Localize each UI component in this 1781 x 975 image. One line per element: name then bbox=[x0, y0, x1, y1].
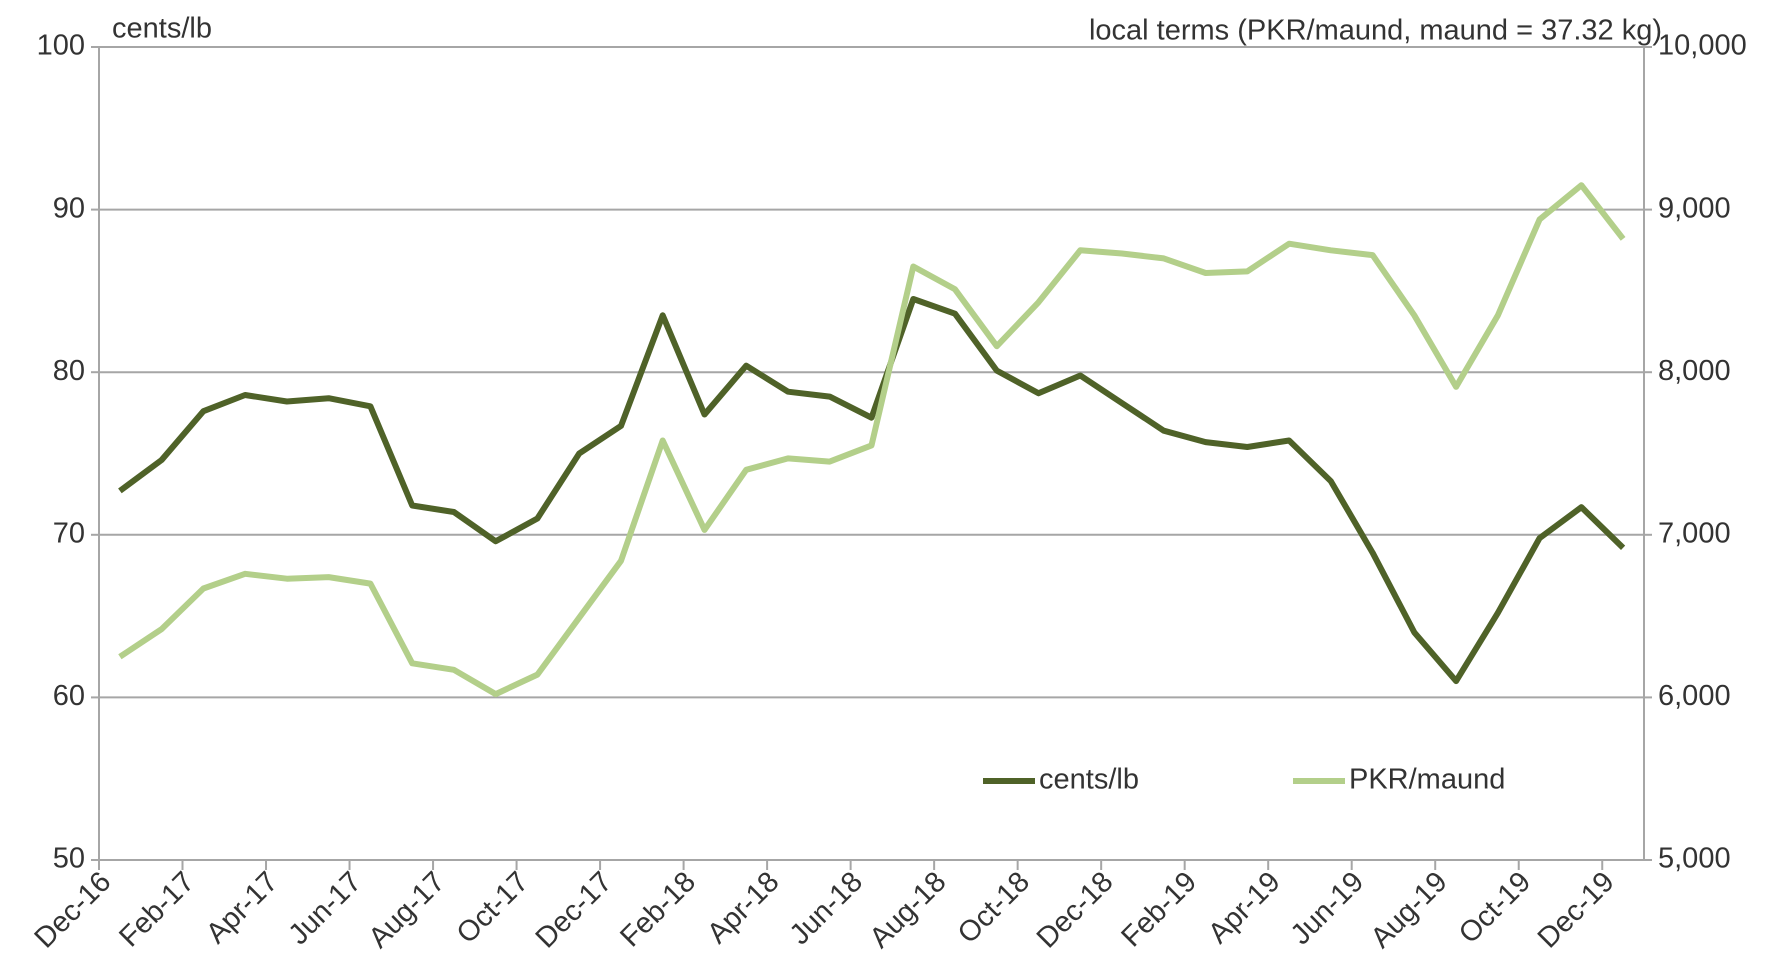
y-tick-label: 50 bbox=[53, 843, 85, 875]
x-tick-label: Dec-19 bbox=[1532, 866, 1621, 955]
y-tick-label: 90 bbox=[53, 192, 85, 224]
x-tick-label: Dec-18 bbox=[1031, 866, 1120, 955]
legend-label: cents/lb bbox=[1039, 764, 1139, 796]
x-tick-label: Jun-19 bbox=[1285, 866, 1370, 951]
y2-axis-label: local terms (PKR/maund, maund = 37.32 kg… bbox=[1089, 15, 1662, 47]
y2-tick-label: 7,000 bbox=[1658, 517, 1731, 549]
x-tick-label: Feb-18 bbox=[614, 866, 702, 954]
x-tick-label: Jun-18 bbox=[784, 866, 869, 951]
x-tick-label: Feb-17 bbox=[113, 866, 201, 954]
x-tick-label: Dec-16 bbox=[29, 866, 118, 955]
y-tick-label: 100 bbox=[37, 30, 85, 62]
x-tick-label: Jun-17 bbox=[283, 866, 368, 951]
y-axis-label: cents/lb bbox=[112, 13, 212, 45]
x-tick-label: Oct-19 bbox=[1453, 866, 1537, 950]
legend-label: PKR/maund bbox=[1349, 764, 1505, 796]
y2-tick-label: 5,000 bbox=[1658, 843, 1731, 875]
series-line bbox=[118, 182, 1626, 698]
y2-tick-label: 8,000 bbox=[1658, 355, 1731, 387]
x-tick-label: Oct-17 bbox=[451, 866, 535, 950]
series-line bbox=[118, 296, 1626, 685]
x-tick-label: Dec-17 bbox=[530, 866, 619, 955]
x-tick-label: Apr-17 bbox=[200, 866, 284, 950]
x-tick-label: Feb-19 bbox=[1115, 866, 1203, 954]
y2-tick-label: 9,000 bbox=[1658, 192, 1731, 224]
x-tick-label: Aug-17 bbox=[363, 866, 452, 955]
y-tick-label: 80 bbox=[53, 355, 85, 387]
x-tick-label: Apr-19 bbox=[1202, 866, 1286, 950]
x-tick-label: Apr-18 bbox=[701, 866, 785, 950]
y2-tick-label: 10,000 bbox=[1658, 30, 1747, 62]
y-tick-label: 60 bbox=[53, 680, 85, 712]
y2-tick-label: 6,000 bbox=[1658, 680, 1731, 712]
x-tick-label: Oct-18 bbox=[952, 866, 1036, 950]
x-tick-label: Aug-18 bbox=[864, 866, 953, 955]
y-tick-label: 70 bbox=[53, 517, 85, 549]
x-tick-label: Aug-19 bbox=[1365, 866, 1454, 955]
